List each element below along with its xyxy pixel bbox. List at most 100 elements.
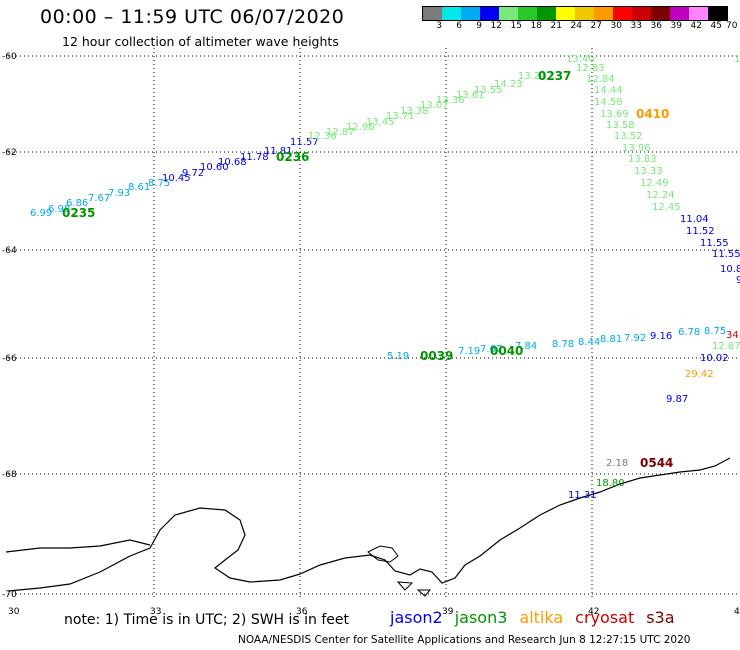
legend-label-1: 6	[456, 21, 462, 31]
swh-value: 13.71	[386, 111, 415, 122]
swh-value: 11.52	[686, 226, 715, 237]
swh-value: 14.44	[594, 85, 623, 96]
lon-tick-33: 33	[150, 607, 161, 617]
swh-value: 6.99	[30, 208, 52, 219]
swh-value: 12.87	[712, 341, 740, 352]
legend-swatch-10	[613, 7, 632, 20]
swh-value: 10.45	[162, 173, 191, 184]
legend-label-10: 33	[630, 21, 642, 31]
swh-value: 13.96	[622, 143, 651, 154]
legend-label-5: 18	[530, 21, 542, 31]
swh-value: 12.24	[646, 190, 675, 201]
legend-swatch-2	[461, 7, 480, 20]
legend-label-11: 36	[650, 21, 662, 31]
swh-value: 12.96	[346, 122, 375, 133]
time-label: 0544	[640, 456, 673, 470]
swh-value: 8.61	[128, 182, 150, 193]
swh-value: 14.23	[494, 79, 523, 90]
swh-value: 13.07	[420, 100, 449, 111]
satellite-altika: altika	[519, 608, 564, 627]
legend-swatch-0	[423, 7, 442, 20]
track-t0039: 5.19 7.19 7.67 7.84 8.78 8.44 8.81 7.92 9.16 0039	[387, 331, 672, 363]
lon-tick-42: 42	[588, 607, 599, 617]
swh-value: 13.21	[518, 71, 547, 82]
footer-credit: NOAA/NESDIS Center for Satellite Applica…	[238, 634, 691, 646]
swh-value: 12.83	[576, 63, 605, 74]
legend-swatch-3	[480, 7, 499, 20]
swh-value: 10.02	[700, 353, 729, 364]
swh-value: 8.78	[552, 339, 574, 350]
swh-value: 6.98	[48, 204, 70, 215]
legend-swatch-4	[499, 7, 518, 20]
swh-value: 6.78	[678, 327, 700, 338]
swh-value: 11.55	[700, 238, 729, 249]
swh-value: 14.58	[594, 97, 623, 108]
swh-value: 10.8	[720, 264, 740, 275]
swh-value: 10.68	[218, 157, 247, 168]
track-t0410: 0410	[636, 107, 669, 121]
swh-value: 13.36	[436, 95, 465, 106]
swh-value: 13.38	[400, 106, 429, 117]
swh-value: 13.58	[606, 120, 635, 131]
swh-value: 11.04	[680, 214, 709, 225]
swh-value: 12.84	[586, 74, 615, 85]
time-label: 0236	[276, 150, 309, 164]
swh-value: 11.78	[240, 152, 269, 163]
swh-value: 13.45	[366, 117, 395, 128]
legend-swatch-8	[575, 7, 594, 20]
legend-label-6: 21	[550, 21, 562, 31]
legend-label-13: 42	[690, 21, 702, 31]
lat-tick-1: -62	[2, 148, 17, 158]
island-3	[396, 581, 414, 591]
legend-label-14: 45	[710, 21, 722, 31]
legend-swatch-13	[670, 7, 689, 20]
legend-swatch-7	[556, 7, 575, 20]
satellite-legend: jason2 jason3 altika cryosat s3a	[390, 608, 675, 627]
coastline-path	[7, 457, 731, 592]
lat-tick-3: -66	[2, 354, 17, 364]
swh-value: 13.83	[628, 154, 657, 165]
legend-label-8: 27	[590, 21, 602, 31]
swh-value: 11.57	[290, 137, 319, 148]
legend-label-4: 15	[510, 21, 522, 31]
swh-value: 13.61	[456, 90, 485, 101]
satellite-jason2: jason2	[390, 608, 443, 627]
legend-label-2: 9	[476, 21, 482, 31]
map-title: 00:00 – 11:59 UTC 06/07/2020	[40, 6, 345, 28]
swh-value: 13.55	[474, 85, 503, 96]
track-t0237: 13.4012.8312.8414.4414.5813.6913.5813.52…	[538, 54, 740, 286]
swh-value: 7.84	[515, 341, 537, 352]
swh-value: 34.	[726, 330, 740, 341]
lat-tick-2: -64	[2, 246, 17, 256]
legend-swatch-12	[651, 7, 670, 20]
swh-value: 29.42	[685, 369, 714, 380]
swh-value: 7.19	[458, 346, 480, 357]
altimeter-tracks: 6.996.986.86 7.677.938.618.7510.459.7210.…	[30, 54, 740, 501]
swh-value: 11.55	[712, 249, 740, 260]
lat-tick-0: -60	[2, 52, 17, 62]
legend-swatch-5	[518, 7, 537, 20]
swh-value: 5.19	[387, 351, 409, 362]
swh-value: 12.36	[308, 131, 337, 142]
note-text: note: 1) Time is in UTC; 2) SWH is in fe…	[64, 612, 350, 628]
swh-value: 12.49	[640, 178, 669, 189]
legend-color-bar	[422, 6, 728, 21]
swh-value: 9.16	[650, 331, 672, 342]
time-label: 0040	[490, 344, 523, 358]
swh-value: 13.33	[634, 166, 663, 177]
legend-swatch-1	[442, 7, 461, 20]
track-t0040: 0040	[490, 344, 523, 358]
legend-label-0: 3	[436, 21, 442, 31]
swh-value: 11.31	[568, 490, 597, 501]
swh-value: 8.44	[578, 337, 600, 348]
track-t0235: 6.996.986.86 7.677.938.618.7510.459.7210.…	[30, 137, 319, 220]
swh-value: 7.93	[108, 188, 130, 199]
swh-value: 11.81	[264, 146, 293, 157]
swh-value: 10.60	[200, 162, 229, 173]
legend-label-3: 12	[490, 21, 502, 31]
swh-value: 8.75	[148, 178, 170, 189]
